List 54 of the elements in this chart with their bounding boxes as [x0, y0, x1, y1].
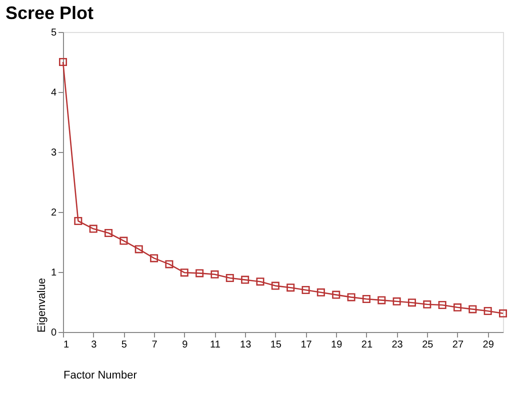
point — [408, 298, 416, 307]
point — [378, 296, 386, 304]
x-tick-label: 19 — [331, 340, 343, 350]
point — [438, 300, 446, 310]
x-tick-label: 15 — [270, 340, 282, 350]
x-tick-label: 13 — [240, 340, 252, 350]
point — [58, 58, 68, 66]
point — [453, 303, 462, 312]
y-tick-label: 5 — [50, 28, 57, 38]
point — [347, 293, 356, 302]
y-axis-title: Eigenvalue — [36, 278, 48, 332]
x-tick-label: 27 — [452, 340, 464, 350]
point — [498, 309, 508, 318]
point — [256, 278, 264, 286]
y-tick-label: 3 — [50, 148, 57, 158]
point — [271, 282, 280, 290]
x-tick-label: 9 — [182, 340, 188, 350]
x-tick-label: 29 — [482, 340, 494, 350]
x-tick-label: 3 — [91, 340, 98, 350]
x-tick-label: 5 — [121, 340, 128, 350]
point — [210, 270, 219, 278]
point — [423, 300, 432, 308]
point — [362, 294, 370, 304]
point — [226, 274, 234, 282]
point — [104, 228, 113, 238]
point — [332, 290, 340, 299]
point — [241, 276, 250, 284]
x-tick-label: 17 — [300, 340, 312, 350]
point — [134, 245, 143, 254]
y-tick-label: 4 — [50, 88, 57, 98]
x-tick-label: 25 — [422, 340, 434, 350]
point — [180, 268, 188, 277]
point — [302, 286, 310, 294]
y-tick-label: 2 — [50, 208, 57, 218]
point — [286, 284, 295, 292]
point — [89, 224, 98, 233]
x-axis-title: Factor Number — [64, 370, 138, 382]
point — [392, 297, 401, 306]
x-tick-label: 21 — [361, 340, 373, 350]
point — [150, 254, 158, 262]
point — [484, 306, 492, 316]
x-tick-label: 1 — [64, 340, 70, 350]
y-tick-label: 0 — [50, 328, 57, 338]
chart-title: Scree Plot — [5, 3, 94, 23]
x-tick-label: 11 — [210, 340, 221, 350]
point — [316, 288, 325, 296]
x-tick-label: 23 — [392, 340, 404, 350]
x-tick-label: 7 — [152, 340, 158, 350]
point — [120, 236, 128, 245]
y-tick-label: 1 — [50, 268, 57, 278]
point — [165, 260, 174, 268]
point — [196, 269, 204, 278]
point — [74, 216, 82, 226]
point — [468, 305, 477, 314]
